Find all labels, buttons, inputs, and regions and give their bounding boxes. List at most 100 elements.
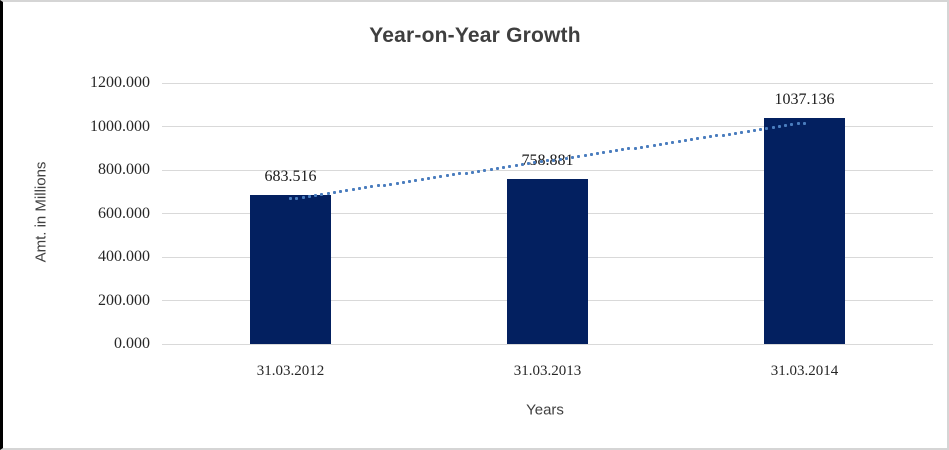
y-axis-tick-labels: 0.000 200.000 400.000 600.000 800.000 1000.00… <box>3 2 947 448</box>
trendline-dot <box>489 167 493 171</box>
trendline-dot <box>458 172 462 176</box>
trendline-dot <box>339 190 343 194</box>
trendline-dot <box>803 121 806 125</box>
x-tick-label: 31.03.2012 <box>256 363 325 379</box>
bars-layer <box>3 2 947 448</box>
trendline-dot <box>314 193 318 197</box>
trendline-dot <box>633 146 637 150</box>
trendline-dot <box>451 173 455 177</box>
gridline <box>162 169 933 171</box>
gridline <box>162 300 933 301</box>
trendline-dot <box>502 165 506 169</box>
trendline-dot <box>301 195 305 199</box>
trendline-dot <box>376 184 380 188</box>
trendline-dot <box>708 135 712 139</box>
trendline-dot <box>727 132 731 136</box>
trendline-dot <box>420 177 424 181</box>
trendline-dot <box>683 139 687 143</box>
trendline-dot <box>558 157 562 161</box>
trendline-dot <box>439 175 443 179</box>
y-tick-label: 600.000 <box>98 204 150 222</box>
trendline-dot <box>671 140 675 144</box>
trendline-dot <box>621 148 625 152</box>
bar <box>250 195 331 344</box>
trendline-dot <box>646 144 650 148</box>
trendline-dot <box>326 191 330 195</box>
trendline-dot <box>752 128 756 132</box>
trendline-dot <box>677 140 681 144</box>
trendline-dot <box>696 137 700 141</box>
trendline-dot <box>364 186 368 190</box>
bar <box>507 178 588 344</box>
trendline-dot <box>771 126 775 130</box>
trendline-dot <box>759 127 763 131</box>
trendline-dot <box>627 147 631 151</box>
trendline-dot <box>796 122 800 126</box>
data-label: 683.516 <box>264 168 317 186</box>
x-tick-label: 31.03.2013 <box>513 363 582 379</box>
gridlines-layer <box>3 2 947 448</box>
x-axis-tick-labels: 31.03.2012 31.03.2013 31.03.2014 <box>3 2 947 448</box>
trendline-dot <box>589 152 593 156</box>
y-tick-label: 1200.000 <box>90 74 150 91</box>
trendline-dot <box>370 185 374 189</box>
trendline-dot <box>658 142 662 146</box>
trendline-dot <box>289 197 292 201</box>
gridline <box>162 256 933 258</box>
trendline-dot <box>401 180 405 184</box>
gridline <box>162 213 933 214</box>
trendline-dot <box>464 171 468 175</box>
trendline-dot <box>320 192 324 196</box>
trendline-dot <box>552 158 556 162</box>
trendline-dot <box>351 188 355 192</box>
trendline-dot <box>577 154 581 158</box>
x-axis-title: Years <box>526 401 564 419</box>
y-tick-label: 200.000 <box>98 291 150 309</box>
trendline-dot <box>357 187 361 191</box>
trendline-dot <box>690 138 694 142</box>
trendline-dot <box>332 190 336 194</box>
trendline-dot <box>383 183 387 187</box>
trendline-dot <box>389 182 393 186</box>
data-labels-layer: 683.516 758.881 1037.136 <box>3 2 947 448</box>
trendline-dot <box>395 181 399 185</box>
trendline-dot <box>784 124 788 128</box>
trendline-dot <box>514 164 518 168</box>
trendline-dot <box>734 131 738 135</box>
y-axis-title: Amt. in Millions <box>32 161 50 263</box>
trendline-dot <box>495 166 499 170</box>
trendline-dot <box>508 165 512 169</box>
trendline-dot <box>665 141 669 145</box>
trendline-dot <box>546 159 549 163</box>
trendline-dot <box>483 168 487 172</box>
trendline-dot <box>614 149 618 153</box>
gridline <box>162 343 933 345</box>
trendline-dot <box>583 153 587 157</box>
gridline <box>162 82 933 84</box>
trendline-dot <box>746 129 750 133</box>
trendline-dot <box>295 196 299 200</box>
trendline-dot <box>765 127 769 131</box>
trendline-dot <box>445 174 449 178</box>
trendline-dot <box>408 179 412 183</box>
trendline-dot <box>470 170 474 174</box>
y-tick-label: 1000.000 <box>90 117 150 135</box>
trendline-dot <box>533 161 537 165</box>
trendline-dot <box>520 163 524 167</box>
trendline-dot <box>608 150 612 154</box>
trendline-dot <box>596 152 600 156</box>
trendline-dot <box>571 155 575 159</box>
x-tick-label: 31.03.2014 <box>770 363 839 379</box>
y-tick-label: 400.000 <box>98 248 150 265</box>
trendline-dot <box>640 145 644 149</box>
trendline-dot <box>527 162 531 166</box>
trendline-dot <box>652 143 656 147</box>
y-tick-label: 0.000 <box>114 335 150 352</box>
trendline-dot <box>740 130 744 134</box>
trendline <box>3 2 947 448</box>
trendline-dot <box>702 136 706 140</box>
data-label: 758.881 <box>521 151 574 169</box>
y-tick-label: 800.000 <box>98 161 150 178</box>
trendline-dot <box>602 151 606 155</box>
